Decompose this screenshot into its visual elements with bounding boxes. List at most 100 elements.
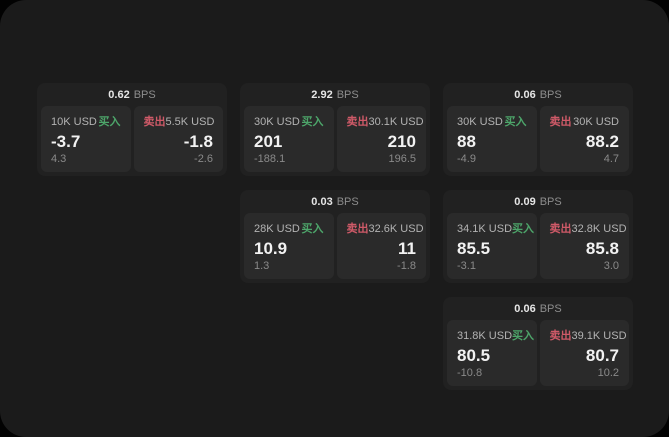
bps-value: 0.62: [108, 89, 130, 101]
card-body: 28K USD 买入 10.9 1.3 卖出 32.6K USD 11 -1.8: [244, 213, 426, 279]
buy-amount: 30K USD: [457, 116, 503, 128]
sell-tile-top: 卖出 30.1K USD: [346, 113, 424, 129]
quote-card: 0.62 BPS 10K USD 买入 -3.7 4.3 卖出 5.5K USD: [37, 83, 227, 176]
bps-value: 0.06: [514, 89, 536, 101]
sell-tile[interactable]: 卖出 32.6K USD 11 -1.8: [336, 213, 426, 279]
buy-amount: 10K USD: [51, 116, 97, 128]
buy-amount: 34.1K USD: [457, 223, 513, 235]
card-header: 0.03 BPS: [244, 193, 426, 211]
sell-tile[interactable]: 卖出 30.1K USD 210 196.5: [336, 106, 426, 172]
buy-side-label: 买入: [301, 116, 324, 128]
card-body: 34.1K USD 买入 85.5 -3.1 卖出 32.8K USD 85.8…: [447, 213, 629, 279]
sell-side-label: 卖出: [143, 116, 166, 128]
sell-price: 11: [398, 238, 416, 258]
sell-amount: 30.1K USD: [368, 116, 424, 128]
sell-delta: 4.7: [603, 153, 619, 165]
sell-price: 80.7: [585, 345, 619, 365]
bps-unit: BPS: [336, 89, 359, 101]
card-header: 2.92 BPS: [244, 86, 426, 104]
buy-side-label: 买入: [504, 116, 527, 128]
buy-tile[interactable]: 30K USD 买入 88 -4.9: [447, 106, 537, 172]
sell-price: 85.8: [585, 238, 619, 258]
sell-side-label: 卖出: [549, 116, 572, 128]
quote-card: 0.06 BPS 31.8K USD 买入 80.5 -10.8 卖出 39.1K…: [443, 297, 633, 390]
buy-price: -3.7: [51, 131, 81, 151]
buy-tile[interactable]: 28K USD 买入 10.9 1.3: [244, 213, 334, 279]
sell-tile-top: 卖出 39.1K USD: [549, 327, 627, 343]
sell-delta: 196.5: [388, 153, 416, 165]
sell-amount: 5.5K USD: [165, 116, 215, 128]
sell-side-label: 卖出: [549, 330, 572, 342]
sell-delta: 3.0: [603, 260, 619, 272]
quote-cards-grid: 0.62 BPS 10K USD 买入 -3.7 4.3 卖出 5.5K USD: [37, 83, 633, 390]
quote-card: 0.06 BPS 30K USD 买入 88 -4.9 卖出 30K USD: [443, 83, 633, 176]
buy-tile-top: 30K USD 买入: [457, 113, 527, 129]
bps-unit: BPS: [336, 196, 359, 208]
bps-value: 0.06: [514, 303, 536, 315]
buy-side-label: 买入: [512, 223, 535, 235]
buy-tile-top: 10K USD 买入: [51, 113, 121, 129]
buy-price: 80.5: [457, 345, 491, 365]
sell-amount: 32.6K USD: [368, 223, 424, 235]
sell-tile-top: 卖出 32.6K USD: [346, 220, 424, 236]
bps-value: 2.92: [311, 89, 333, 101]
card-header: 0.62 BPS: [41, 86, 223, 104]
buy-tile[interactable]: 31.8K USD 买入 80.5 -10.8: [447, 320, 537, 386]
card-body: 30K USD 买入 201 -188.1 卖出 30.1K USD 210 1…: [244, 106, 426, 172]
buy-delta: -3.1: [457, 260, 476, 272]
buy-side-label: 买入: [98, 116, 121, 128]
buy-delta: -188.1: [254, 153, 286, 165]
buy-tile[interactable]: 34.1K USD 买入 85.5 -3.1: [447, 213, 537, 279]
buy-delta: -4.9: [457, 153, 476, 165]
sell-side-label: 卖出: [549, 223, 572, 235]
sell-tile[interactable]: 卖出 39.1K USD 80.7 10.2: [539, 320, 629, 386]
bps-unit: BPS: [133, 89, 156, 101]
buy-price: 201: [254, 131, 283, 151]
quote-card: 0.09 BPS 34.1K USD 买入 85.5 -3.1 卖出 32.8K …: [443, 190, 633, 283]
sell-delta: -1.8: [397, 260, 416, 272]
bps-value: 0.09: [514, 196, 536, 208]
sell-delta: -2.6: [194, 153, 213, 165]
buy-tile-top: 31.8K USD 买入: [457, 327, 534, 343]
buy-side-label: 买入: [301, 223, 324, 235]
sell-tile-top: 卖出 5.5K USD: [143, 113, 215, 129]
buy-price: 10.9: [254, 238, 288, 258]
sell-price: 88.2: [585, 131, 619, 151]
buy-amount: 31.8K USD: [457, 330, 513, 342]
card-body: 31.8K USD 买入 80.5 -10.8 卖出 39.1K USD 80.…: [447, 320, 629, 386]
sell-side-label: 卖出: [346, 223, 369, 235]
sell-tile[interactable]: 卖出 30K USD 88.2 4.7: [539, 106, 629, 172]
sell-amount: 32.8K USD: [571, 223, 627, 235]
card-body: 10K USD 买入 -3.7 4.3 卖出 5.5K USD -1.8 -2.…: [41, 106, 223, 172]
sell-tile-top: 卖出 30K USD: [550, 113, 620, 129]
sell-tile[interactable]: 卖出 32.8K USD 85.8 3.0: [539, 213, 629, 279]
bps-unit: BPS: [539, 196, 562, 208]
sell-price: -1.8: [183, 131, 213, 151]
sell-side-label: 卖出: [346, 116, 369, 128]
sell-tile-top: 卖出 32.8K USD: [549, 220, 627, 236]
buy-side-label: 买入: [512, 330, 535, 342]
sell-tile[interactable]: 卖出 5.5K USD -1.8 -2.6: [133, 106, 223, 172]
buy-tile[interactable]: 30K USD 买入 201 -188.1: [244, 106, 334, 172]
card-header: 0.09 BPS: [447, 193, 629, 211]
buy-tile-top: 30K USD 买入: [254, 113, 324, 129]
bps-unit: BPS: [539, 303, 562, 315]
buy-delta: 4.3: [51, 153, 67, 165]
card-header: 0.06 BPS: [447, 86, 629, 104]
buy-tile-top: 34.1K USD 买入: [457, 220, 534, 236]
buy-tile[interactable]: 10K USD 买入 -3.7 4.3: [41, 106, 131, 172]
buy-amount: 30K USD: [254, 116, 300, 128]
sell-amount: 30K USD: [573, 116, 619, 128]
buy-tile-top: 28K USD 买入: [254, 220, 324, 236]
sell-amount: 39.1K USD: [571, 330, 627, 342]
sell-price: 210: [387, 131, 416, 151]
card-header: 0.06 BPS: [447, 300, 629, 318]
buy-delta: -10.8: [457, 367, 483, 379]
card-body: 30K USD 买入 88 -4.9 卖出 30K USD 88.2 4.7: [447, 106, 629, 172]
buy-amount: 28K USD: [254, 223, 300, 235]
buy-price: 88: [457, 131, 476, 151]
quote-card: 0.03 BPS 28K USD 买入 10.9 1.3 卖出 32.6K USD: [240, 190, 430, 283]
bps-value: 0.03: [311, 196, 333, 208]
buy-delta: 1.3: [254, 260, 270, 272]
